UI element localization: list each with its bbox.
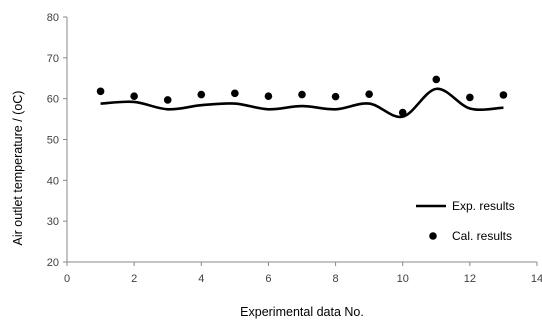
x-tick-label: 14 (531, 273, 542, 285)
legend-label-cal: Cal. results (452, 229, 512, 243)
series-layer (96, 75, 508, 119)
legend-label-exp: Exp. results (452, 199, 515, 213)
legend-marker-cal (429, 232, 437, 240)
data-point-cal-results (398, 108, 407, 117)
x-tick-label: 12 (464, 273, 476, 285)
legend: Exp. results Cal. results (416, 199, 515, 243)
series-line-exp-results (100, 87, 504, 119)
y-tick-label: 40 (47, 175, 59, 187)
data-point-cal-results (163, 96, 172, 104)
x-tick-label: 10 (397, 273, 409, 285)
y-tick-label: 20 (47, 257, 59, 269)
data-point-cal-results (96, 87, 105, 96)
data-point-cal-results (298, 90, 306, 99)
y-tick-label: 30 (47, 216, 59, 228)
x-tick-label: 4 (198, 273, 204, 285)
y-tick-label: 50 (47, 135, 59, 147)
x-ticks: 0 2 4 6 8 10 12 14 (64, 262, 542, 285)
data-point-cal-results (466, 93, 474, 102)
y-tick-label: 70 (47, 53, 59, 65)
data-point-cal-results (331, 92, 340, 101)
data-point-cal-results (499, 91, 508, 99)
x-axis-title: Experimental data No. (240, 305, 364, 319)
data-point-cal-results (197, 90, 206, 99)
data-point-cal-results (365, 90, 373, 98)
x-tick-label: 2 (131, 273, 137, 285)
data-point-cal-results (432, 75, 441, 84)
y-axis-title: Air outlet temperature / (oC) (11, 91, 25, 246)
x-tick-label: 8 (333, 273, 339, 285)
data-point-cal-results (231, 89, 239, 98)
y-ticks: 20 30 40 50 60 70 80 (47, 12, 67, 269)
y-tick-label: 80 (47, 12, 59, 24)
axes (66, 17, 537, 263)
x-tick-label: 6 (265, 273, 271, 285)
x-tick-label: 0 (64, 273, 70, 285)
data-point-cal-results (264, 92, 273, 101)
y-tick-label: 60 (47, 94, 59, 106)
data-point-cal-results (130, 92, 138, 101)
